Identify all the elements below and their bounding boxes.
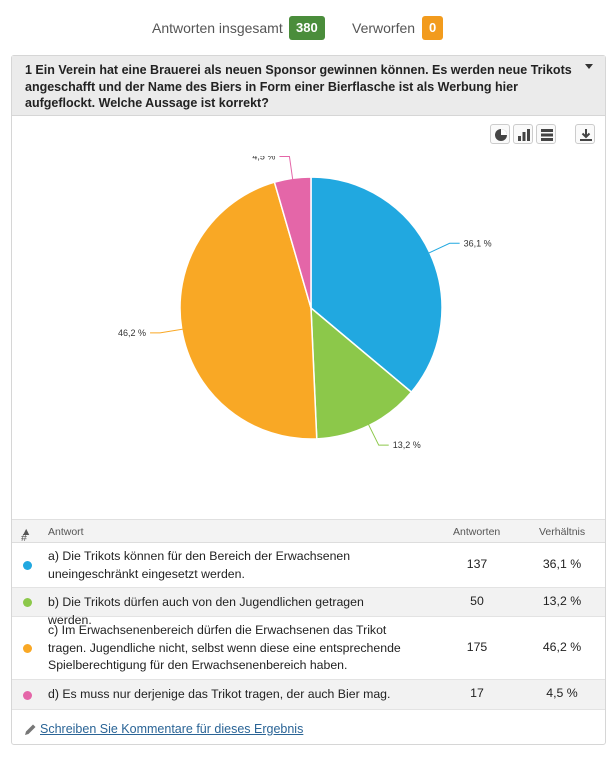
pencil-icon [25, 724, 36, 735]
table-row: d) Es muss nur derjenige das Trikot trag… [12, 680, 605, 710]
pie-data-label-c: 46,2 % [118, 328, 146, 338]
bar-chart-icon[interactable] [513, 124, 533, 144]
download-icon[interactable] [575, 124, 595, 144]
header-num[interactable]: # ▲ [21, 526, 32, 544]
total-answers-label: Antworten insgesamt [152, 20, 283, 36]
header-count: Antworten [453, 526, 501, 538]
pie-chart-icon[interactable] [490, 124, 510, 144]
chevron-down-icon[interactable] [585, 64, 593, 69]
answer-count: 17 [470, 686, 484, 700]
answer-ratio: 4,5 % [546, 686, 578, 700]
pie-data-label-b: 13,2 % [393, 440, 421, 450]
answer-ratio: 36,1 % [542, 557, 582, 571]
discarded-badge: 0 [422, 16, 444, 40]
question-text: 1 Ein Verein hat eine Brauerei als neuen… [25, 63, 572, 110]
answer-text: d) Es muss nur derjenige das Trikot trag… [48, 687, 391, 701]
comment-link[interactable]: Schreiben Sie Kommentare für dieses Erge… [24, 722, 303, 736]
series-color-dot-a [23, 561, 32, 570]
total-answers-badge: 380 [289, 16, 325, 40]
table-row: a) Die Trikots können für den Bereich de… [12, 543, 605, 588]
answer-count: 50 [470, 594, 484, 608]
pie-leader-line-b [367, 423, 389, 446]
answer-count: 175 [466, 640, 488, 654]
series-color-dot-d [23, 691, 32, 700]
discarded-label: Verworfen [352, 20, 416, 36]
table-header: # ▲ Antwort Antworten Verhältnis [12, 519, 605, 544]
series-color-dot-b [23, 598, 32, 607]
table-view-icon[interactable] [536, 124, 556, 144]
answer-text: b) Die Trikots dürfen auch von den Jugen… [48, 595, 364, 627]
result-summary: Antworten insgesamt 380 Verworfen 0 [0, 14, 613, 44]
series-color-dot-c [23, 644, 32, 653]
question-header[interactable]: 1 Ein Verein hat eine Brauerei als neuen… [12, 56, 605, 116]
header-ratio: Verhältnis [539, 526, 586, 538]
pie-leader-line-d [279, 156, 294, 181]
pie-data-label-d: 4,5 % [252, 156, 275, 162]
pie-leader-line-a [427, 242, 460, 254]
answer-ratio: 46,2 % [542, 640, 582, 654]
question-result-panel: 1 Ein Verein hat eine Brauerei als neuen… [11, 55, 606, 745]
pie-data-label-a: 36,1 % [464, 238, 492, 248]
answer-text: a) Die Trikots können für den Bereich de… [48, 549, 351, 581]
answer-ratio: 13,2 % [542, 594, 582, 608]
comment-link-text[interactable]: Schreiben Sie Kommentare für dieses Erge… [40, 722, 304, 736]
pie-chart: 36,1 % 13,2 % 46,2 % 4,5 % [118, 156, 492, 450]
answer-count: 137 [466, 557, 488, 571]
table-row: c) Im Erwachsenenbereich dürfen die Erwa… [12, 617, 605, 680]
answer-text: c) Im Erwachsenenbereich dürfen die Erwa… [48, 623, 401, 672]
pie-leader-line-c [150, 328, 184, 334]
header-answer: Antwort [48, 526, 84, 538]
table-row: b) Die Trikots dürfen auch von den Jugen… [12, 588, 605, 627]
